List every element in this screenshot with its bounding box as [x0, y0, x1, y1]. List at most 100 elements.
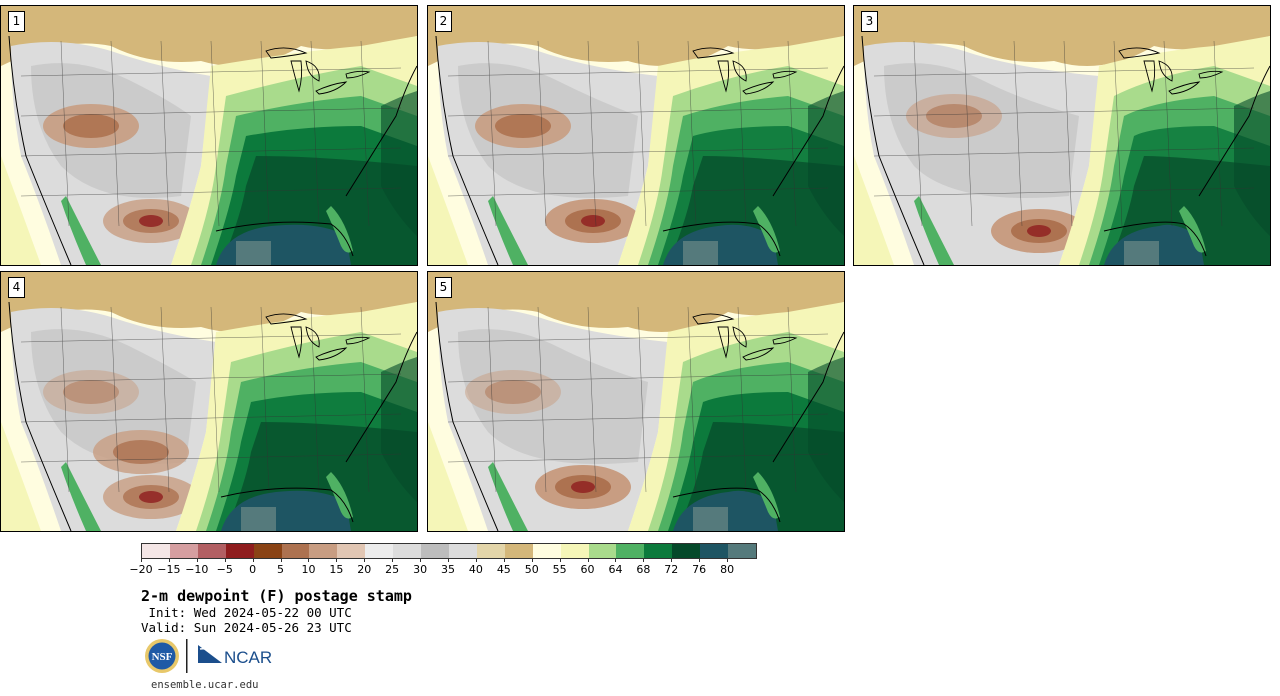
- state-boundary-line: [873, 107, 1255, 117]
- colorbar-tick-label: 72: [664, 563, 679, 576]
- colorbar-swatch: [169, 544, 198, 558]
- state-boundary-line: [873, 147, 1255, 157]
- colorbar-tick-label: 40: [468, 563, 483, 576]
- state-boundary-line: [537, 40, 547, 227]
- state-boundaries: [447, 40, 829, 227]
- great-lakes: [692, 313, 798, 361]
- state-boundary-line: [787, 306, 797, 493]
- colorbar-tickmark: [615, 558, 617, 562]
- ncar-logo: NCAR: [198, 645, 272, 667]
- colorbar-tickmark: [141, 558, 142, 562]
- state-boundary-line: [260, 306, 270, 493]
- colorbar-tickmark: [475, 558, 477, 562]
- colorbar-swatch: [337, 544, 366, 558]
- colorbar-swatch: [700, 544, 729, 558]
- member-panel-5: 5: [427, 271, 845, 532]
- pacific-coastline: [8, 301, 72, 531]
- lake-huron: [732, 326, 747, 348]
- panel-number-label: 2: [435, 11, 452, 32]
- colorbar-swatch: [142, 544, 170, 558]
- arid-core: [495, 114, 551, 138]
- state-boundaries: [20, 40, 402, 227]
- colorbar: [141, 543, 757, 559]
- mexico-coastal-humid: [914, 196, 954, 265]
- lake-huron: [305, 326, 320, 348]
- valid-time: Valid: Sun 2024-05-26 23 UTC: [141, 620, 352, 635]
- lake-superior: [1118, 47, 1161, 59]
- gulf-deep-water: [683, 241, 718, 265]
- colorbar-tick-label: 25: [385, 563, 400, 576]
- dewpoint-map: [1, 6, 417, 265]
- colorbar-tickmark: [420, 558, 422, 562]
- colorbar-swatch: [365, 544, 394, 558]
- colorbar-tick-label: 55: [552, 563, 567, 576]
- atlantic-coastline: [345, 331, 417, 463]
- atlantic-coastline: [772, 331, 844, 463]
- state-boundary-line: [687, 40, 697, 227]
- colorbar-swatch: [672, 544, 701, 558]
- nsf-logo: NSF: [145, 639, 179, 673]
- canada-dry-region: [854, 6, 1270, 66]
- logo-divider: [186, 639, 188, 673]
- colorbar-swatch: [421, 544, 449, 558]
- colorbar-tickmark: [587, 558, 589, 562]
- state-boundary-line: [110, 306, 120, 493]
- state-boundary-line: [1163, 40, 1173, 227]
- state-boundary-line: [873, 67, 1255, 77]
- state-boundary-line: [20, 107, 402, 117]
- panel-number-label: 5: [435, 277, 452, 298]
- panel-number-label: 3: [861, 11, 878, 32]
- colorbar-tickmark: [280, 558, 282, 562]
- ncar-logo-text: NCAR: [224, 648, 272, 667]
- state-boundary-line: [447, 333, 829, 343]
- colorbar-swatch: [225, 544, 254, 558]
- great-lakes: [692, 47, 798, 95]
- lake-ontario: [1198, 70, 1224, 79]
- colorbar-tick-label: 5: [277, 563, 285, 576]
- member-panel-2: 2: [427, 5, 845, 266]
- state-boundary-line: [20, 453, 402, 463]
- gulf-coastline: [662, 221, 781, 257]
- colorbar-tickmark: [671, 558, 673, 562]
- great-lakes: [1118, 47, 1224, 95]
- init-label: Init:: [141, 605, 187, 620]
- colorbar-swatch: [309, 544, 338, 558]
- gulf-coastline: [215, 221, 354, 257]
- colorbar-swatch: [588, 544, 617, 558]
- lake-huron: [1158, 60, 1173, 82]
- arid-core: [485, 380, 541, 404]
- lake-ontario: [772, 336, 798, 345]
- state-boundary-line: [587, 306, 597, 493]
- init-value: Wed 2024-05-22 00 UTC: [193, 605, 352, 620]
- dewpoint-map: [854, 6, 1270, 265]
- colorbar-swatch: [281, 544, 310, 558]
- great-lakes: [265, 47, 371, 95]
- state-boundary-line: [687, 306, 697, 493]
- state-boundary-line: [360, 306, 370, 493]
- pacific-moist-region: [1, 422, 41, 531]
- pacific-moist-region: [854, 156, 894, 265]
- colorbar-swatch: [532, 544, 561, 558]
- colorbar-tick-label: −15: [157, 563, 181, 576]
- state-boundary-line: [20, 373, 402, 383]
- colorbar-tick-label: 0: [249, 563, 257, 576]
- colorbar-swatch: [393, 544, 422, 558]
- mexico-coastal-humid: [488, 196, 528, 265]
- state-boundary-line: [587, 40, 597, 227]
- atlantic-coastline: [772, 65, 844, 197]
- colorbar-tickmark: [727, 558, 729, 562]
- lake-erie: [315, 81, 348, 95]
- state-boundary-line: [160, 40, 170, 227]
- lake-erie: [315, 347, 348, 361]
- colorbar-tick-label: 35: [441, 563, 455, 576]
- colorbar-swatch: [728, 544, 756, 558]
- valid-label: Valid:: [141, 620, 187, 635]
- colorbar-tickmark: [364, 558, 366, 562]
- state-boundary-line: [20, 187, 402, 197]
- state-boundary-line: [447, 107, 829, 117]
- colorbar-tick-label: 68: [636, 563, 651, 576]
- colorbar-tickmark: [308, 558, 310, 562]
- arid-core: [926, 104, 982, 128]
- state-boundary-line: [260, 40, 270, 227]
- canada-dry-region: [1, 6, 417, 66]
